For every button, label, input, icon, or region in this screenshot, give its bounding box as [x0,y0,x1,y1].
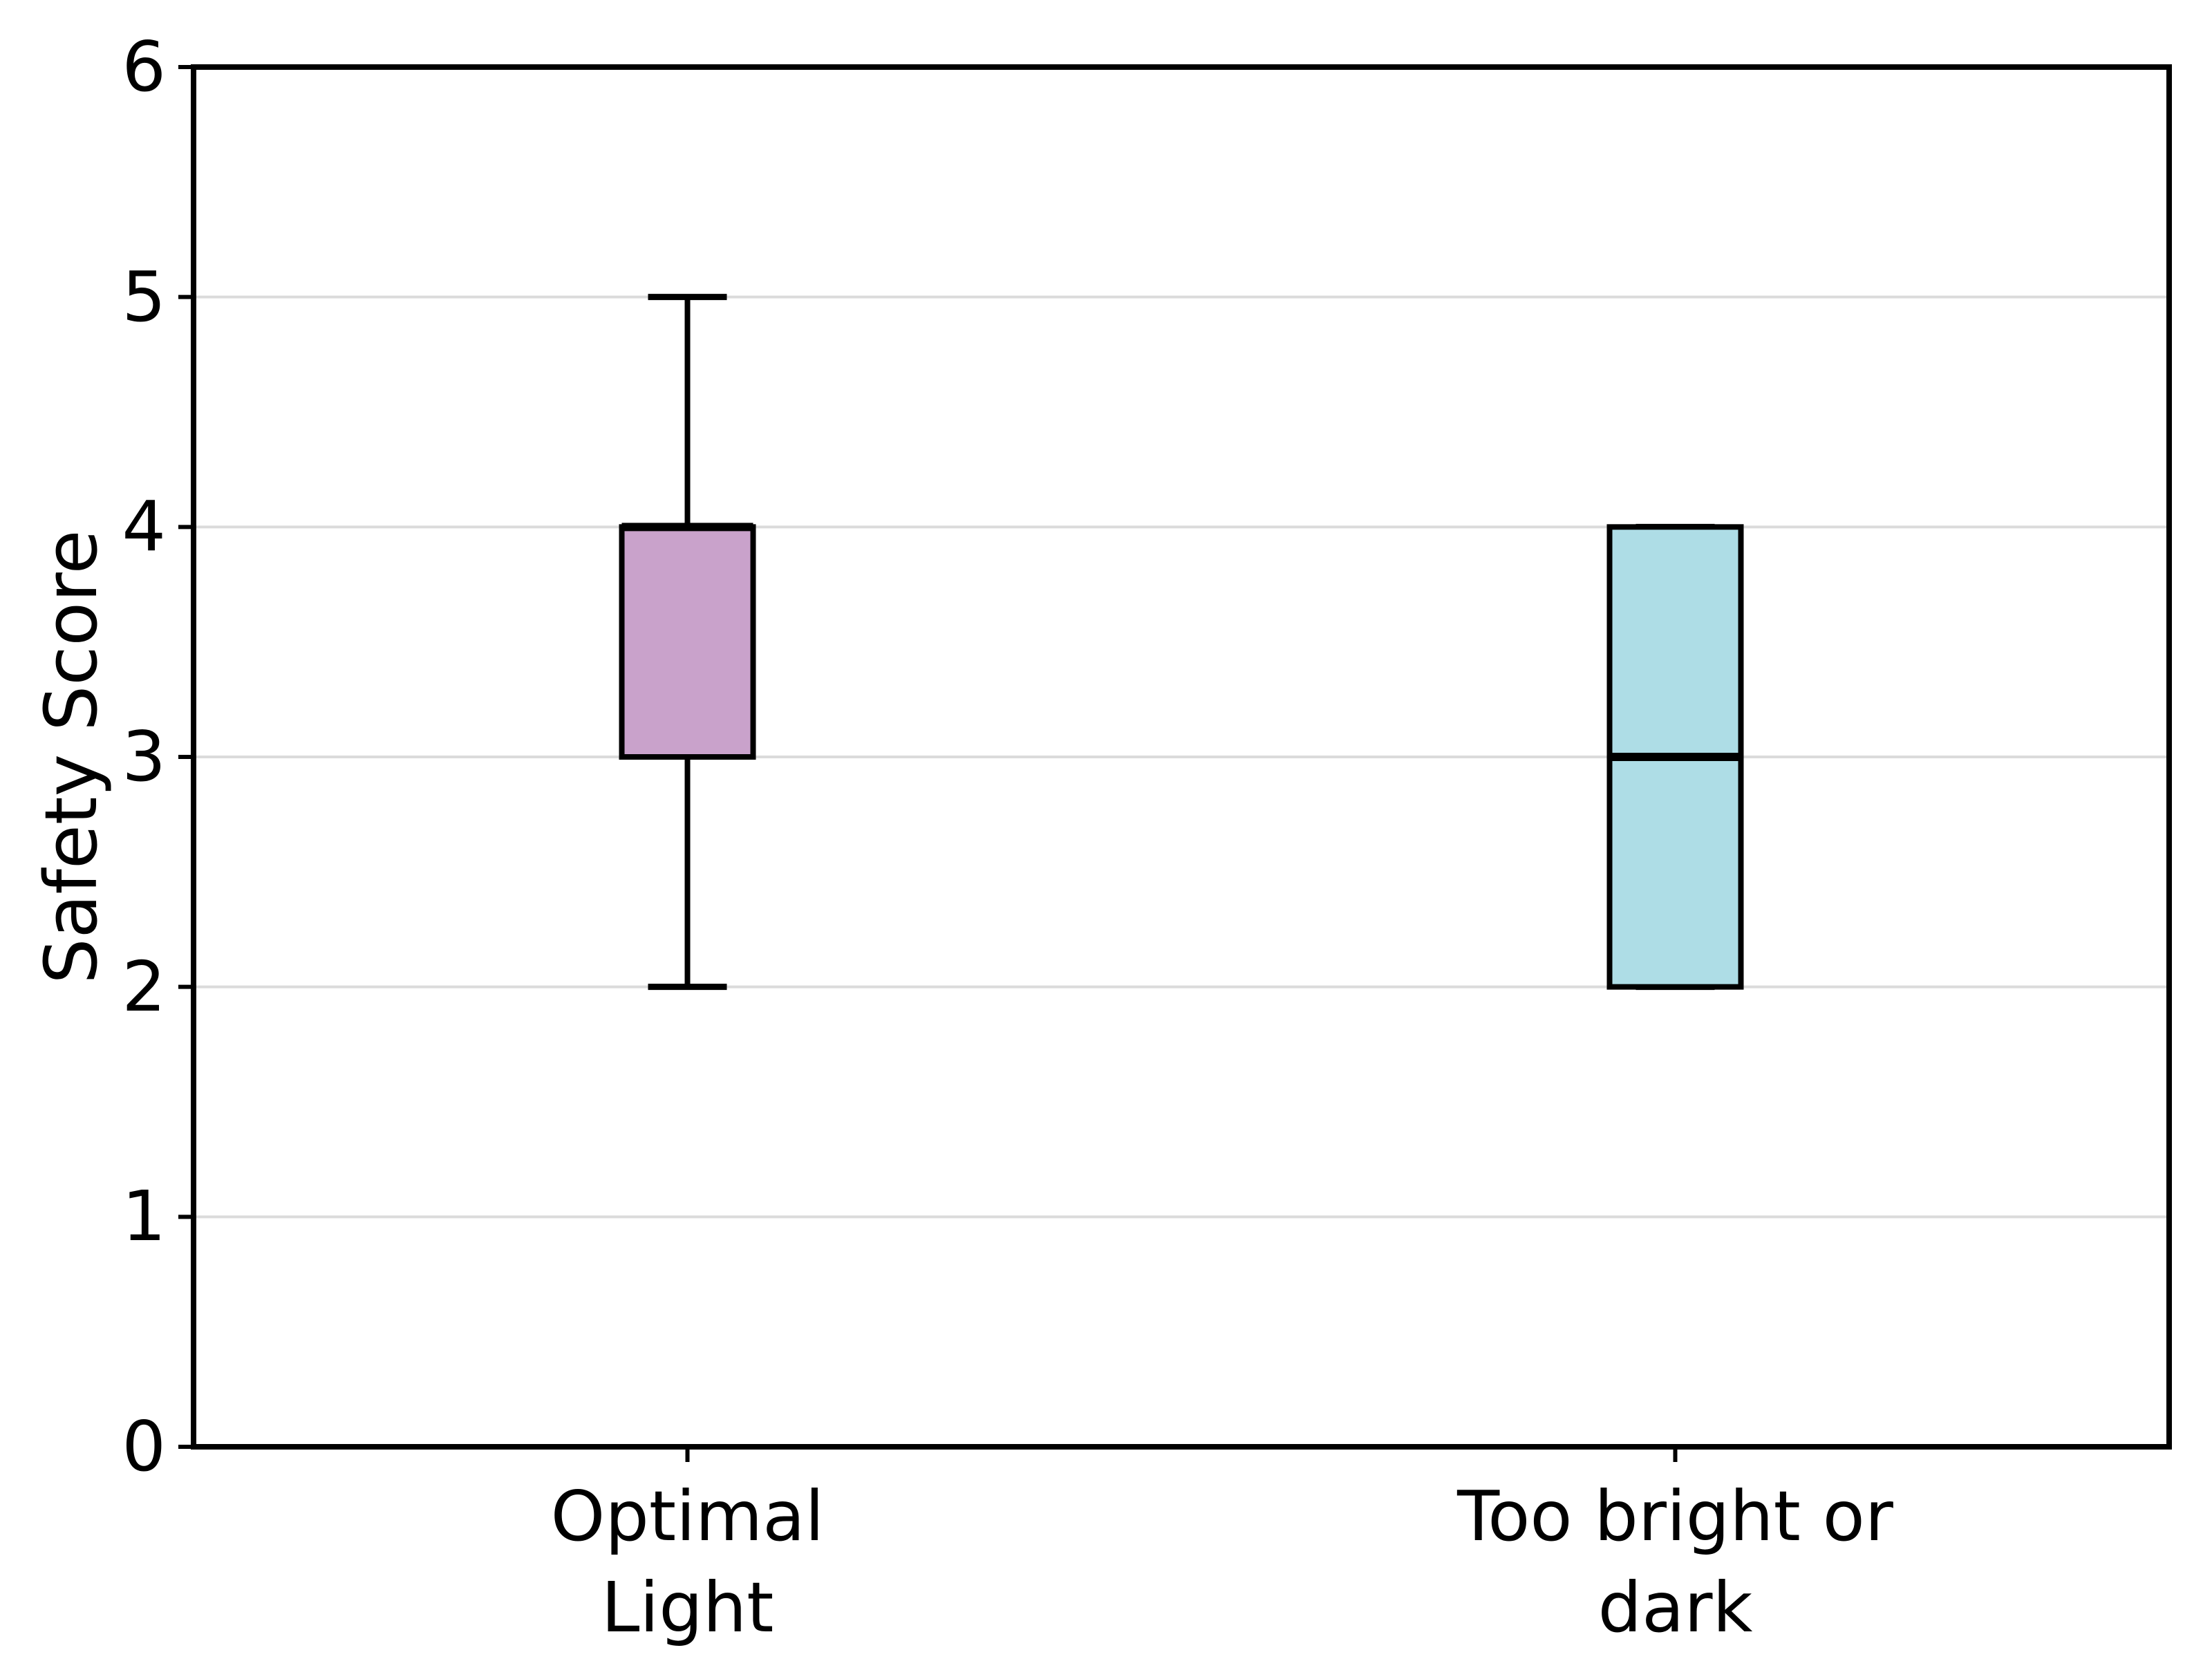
x-category-label-line: dark [1597,1567,1753,1648]
x-category-label-line: Too bright or [1457,1476,1893,1557]
y-tick-label-3: 3 [122,716,166,797]
y-tick-label-2: 2 [122,946,166,1027]
x-category-label-line: Optimal [550,1476,825,1557]
x-category-label-line: Light [601,1567,774,1648]
x-category-label-0: Optimal Light [551,1471,825,1653]
y-tick-label-6: 6 [122,26,166,107]
y-tick-label-4: 4 [122,486,166,568]
x-category-label-1: Too bright or dark [1457,1471,1893,1653]
box-optimal-light [619,524,756,760]
y-tick-label-1: 1 [122,1176,166,1257]
y-tick-label-0: 0 [122,1406,166,1487]
y-tick-label-5: 5 [122,256,166,337]
